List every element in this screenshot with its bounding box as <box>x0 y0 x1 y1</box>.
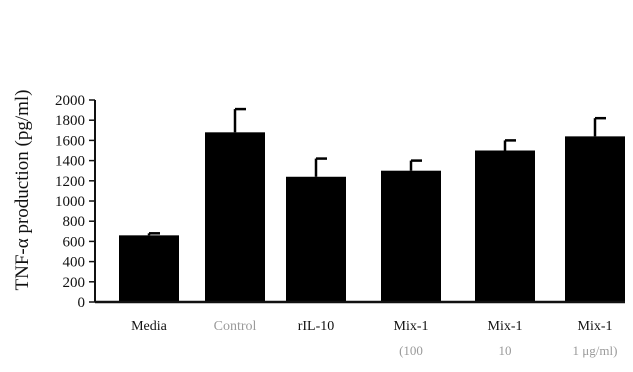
y-tick-label: 0 <box>78 295 86 311</box>
bar <box>286 176 346 302</box>
bar <box>205 132 265 302</box>
y-tick-label: 400 <box>63 255 86 271</box>
y-tick-label: 1000 <box>55 194 85 210</box>
y-tick-label: 1200 <box>55 174 85 190</box>
y-tick-label: 1400 <box>55 154 85 170</box>
y-axis-title: TNF-α production (pg/ml) <box>12 90 33 291</box>
bar <box>381 170 441 302</box>
y-tick-label: 1600 <box>55 133 85 149</box>
x-category-label: rIL-10 <box>298 319 335 334</box>
x-category-label: Mix-1 <box>578 319 613 334</box>
x-category-sublabel: (100 <box>399 343 423 358</box>
bar <box>119 235 179 302</box>
y-tick-label: 800 <box>63 214 86 230</box>
y-axis-ticks: 0 200 400 600 800 1000 1200 1400 1600 1800 2000 <box>55 93 95 311</box>
bar <box>565 136 625 302</box>
error-bars <box>147 107 606 236</box>
y-tick-label: 1800 <box>55 113 85 129</box>
x-category-label: Media <box>131 319 168 334</box>
y-axis-title-group: TNF-α production (pg/ml) <box>12 90 33 291</box>
y-tick-label: 200 <box>63 275 86 291</box>
x-category-sublabel: 1 μg/ml) <box>573 343 618 358</box>
x-category-label: Control <box>214 319 257 334</box>
bars <box>119 132 625 302</box>
y-tick-label: 600 <box>63 234 86 250</box>
bar <box>475 150 535 302</box>
x-category-label: Mix-1 <box>488 319 523 334</box>
x-category-label: Mix-1 <box>394 319 429 334</box>
x-category-sublabel: 10 <box>499 343 512 358</box>
x-axis-labels: Media Control rIL-10 Mix-1 (100 Mix-1 10 Mix-1 1… <box>131 319 617 358</box>
y-tick-label: 2000 <box>55 93 85 109</box>
